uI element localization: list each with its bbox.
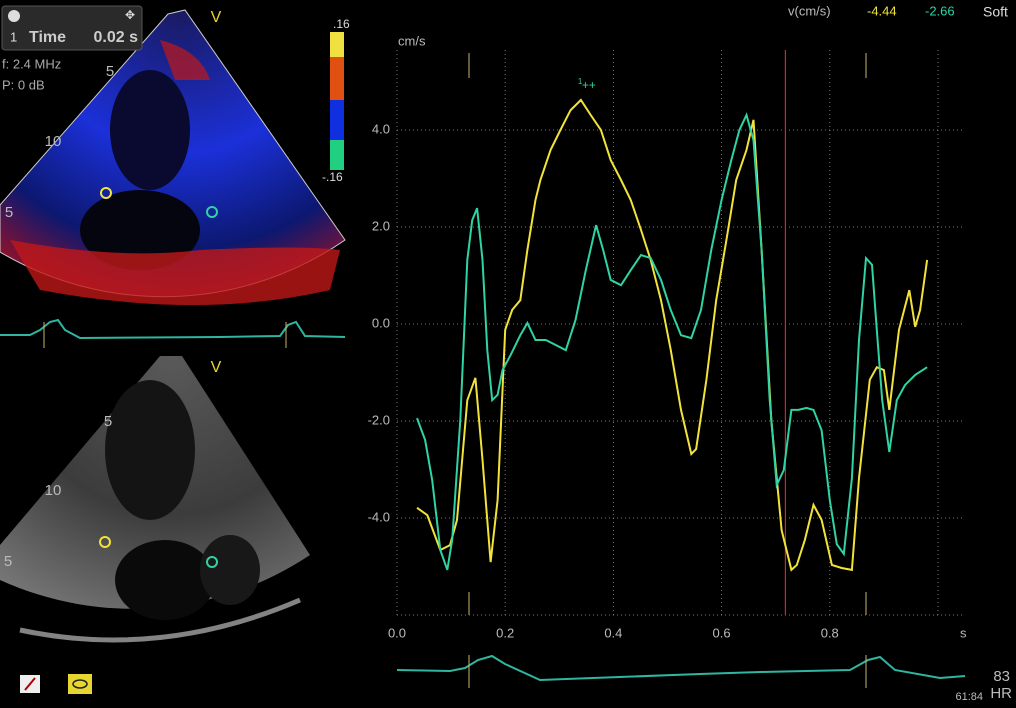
depth-label: 5 [4, 553, 12, 570]
y-tick-label: -4.0 [368, 509, 390, 524]
x-tick-label: 0.2 [496, 625, 514, 640]
bmode-image [0, 356, 310, 643]
collapse-button[interactable] [8, 10, 20, 22]
series-line [416, 98, 929, 572]
heart-rate: 83 [993, 668, 1010, 685]
x-tick-label: 0.8 [821, 625, 839, 640]
depth-label: 5 [5, 204, 13, 221]
x-unit: s [960, 625, 967, 640]
ellipse-icon [72, 679, 88, 689]
scale-min: -.16 [322, 170, 343, 184]
power: P: 0 dB [2, 77, 45, 92]
clip-box[interactable] [1, 5, 143, 51]
heart-rate-label: HR [990, 685, 1012, 702]
frame-info: 61:84 [955, 691, 983, 703]
series-line [416, 112, 928, 571]
clip-value: 0.02 s [94, 29, 139, 46]
frequency: f: 2.4 MHz [2, 56, 61, 71]
depth-label: 10 [45, 133, 62, 150]
depth-label: 10 [45, 482, 62, 499]
view-marker: V [211, 359, 222, 376]
x-tick-label: 0.6 [713, 625, 731, 640]
annotation-index: 1 [578, 77, 583, 86]
move-icon[interactable]: ✥ [125, 8, 135, 22]
annotation: ++ [582, 78, 596, 92]
depth-label: 5 [104, 413, 112, 430]
view-marker: V [211, 9, 222, 26]
y-tick-label: -2.0 [368, 412, 390, 427]
scale-max: .16 [333, 17, 350, 31]
y-tick-label: 0.0 [372, 315, 390, 330]
ecg-trace [396, 654, 966, 682]
x-tick-label: 0.4 [604, 625, 622, 640]
y-unit: cm/s [398, 33, 426, 48]
doppler-image [0, 9, 346, 305]
ecg-trace [0, 318, 346, 340]
color-scale [330, 32, 344, 57]
readout-value: -4.44 [867, 3, 897, 18]
x-tick-label: 0.0 [388, 625, 406, 640]
readout-value: -2.66 [925, 3, 955, 18]
y-tick-label: 4.0 [372, 121, 390, 136]
depth-label: 5 [106, 63, 114, 80]
pen-icon [24, 677, 36, 691]
color-scale [330, 140, 344, 170]
readout-label: v(cm/s) [788, 3, 831, 18]
clip-number: 1 [10, 29, 17, 44]
y-tick-label: 2.0 [372, 218, 390, 233]
clip-label: Time [29, 29, 66, 46]
ellipse-tool[interactable] [68, 674, 92, 694]
readout-mode: Soft [983, 4, 1008, 20]
